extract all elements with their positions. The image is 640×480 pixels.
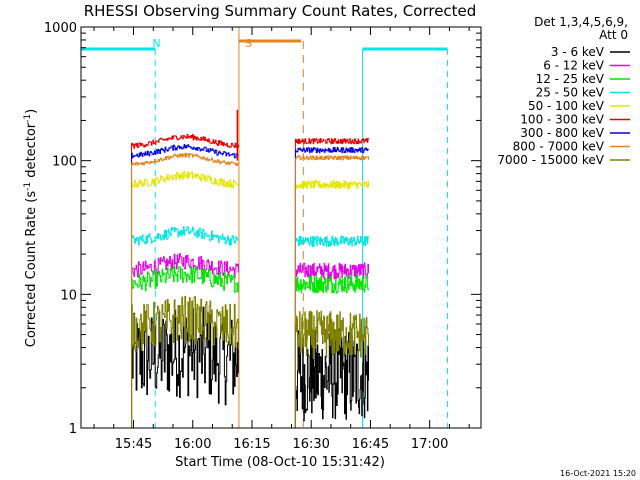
x-tick-label: 17:00: [411, 437, 448, 452]
y-axis-label: Corrected Count Rate (s-1 detector-1): [23, 109, 39, 347]
legend-label: 7000 - 15000 keV: [497, 153, 604, 167]
y-axis-label-end: ): [24, 109, 39, 114]
y-axis-label-sup2: -1: [23, 114, 33, 123]
y-tick-label: 100: [52, 155, 77, 170]
x-tick-label: 16:00: [174, 437, 211, 452]
y-tick-label: 1000: [44, 21, 77, 36]
x-tick-label: 16:30: [292, 437, 329, 452]
series-line: [295, 180, 369, 190]
series-line: [295, 155, 369, 161]
legend-label: 3 - 6 keV: [551, 45, 605, 59]
y-tick-label: 1: [69, 422, 77, 437]
y-axis-label-sup1: -1: [23, 182, 33, 191]
legend-label: 25 - 50 keV: [536, 86, 605, 100]
annotation-n: N: [152, 37, 160, 50]
x-tick-label: 16:15: [233, 437, 270, 452]
plot-frame: [80, 26, 482, 429]
series-line: [131, 144, 239, 159]
series-line: [295, 235, 369, 247]
series-line: [131, 152, 239, 167]
series-line: [131, 306, 239, 406]
series-line: [131, 134, 239, 149]
y-axis: 1 10 100 1000: [44, 21, 481, 437]
y-tick-label: 10: [60, 288, 77, 303]
legend-label: 100 - 300 keV: [520, 113, 604, 127]
annotation-s: S: [245, 37, 252, 50]
legend-label: 50 - 100 keV: [528, 99, 605, 113]
x-axis: 15:45 16:00 16:15 16:30 16:45 17:00: [93, 27, 470, 452]
legend-label: 12 - 25 keV: [536, 72, 605, 86]
x-axis-label: Start Time (08-Oct-10 15:31:42): [175, 455, 385, 470]
series-line: [131, 170, 239, 188]
series-line: [131, 253, 239, 278]
series-line: [295, 138, 369, 145]
series-line: [131, 226, 239, 246]
y-axis-label-main: Corrected Count Rate (s: [24, 191, 39, 348]
legend-label: 800 - 7000 keV: [513, 140, 605, 154]
legend-header-line2: Att 0: [599, 28, 628, 42]
x-tick-label: 15:45: [115, 437, 152, 452]
y-axis-label-mid: detector: [24, 122, 39, 182]
legend-label: 6 - 12 keV: [543, 59, 605, 73]
series-line: [295, 262, 369, 280]
x-tick-label: 16:45: [352, 437, 389, 452]
series-line: [131, 265, 239, 293]
series-line: [295, 328, 369, 422]
series-line: [131, 295, 239, 353]
generation-timestamp: 16-Oct-2021 15:20: [560, 469, 636, 478]
series-line: [295, 146, 369, 154]
legend-label: 300 - 800 keV: [520, 126, 604, 140]
series-8: [131, 295, 369, 428]
series-line: [295, 274, 369, 294]
chart-title: RHESSI Observing Summary Count Rates, Co…: [84, 2, 477, 20]
legend-header-line1: Det 1,3,4,5,6,9,: [534, 15, 628, 29]
series-line: [295, 310, 369, 359]
